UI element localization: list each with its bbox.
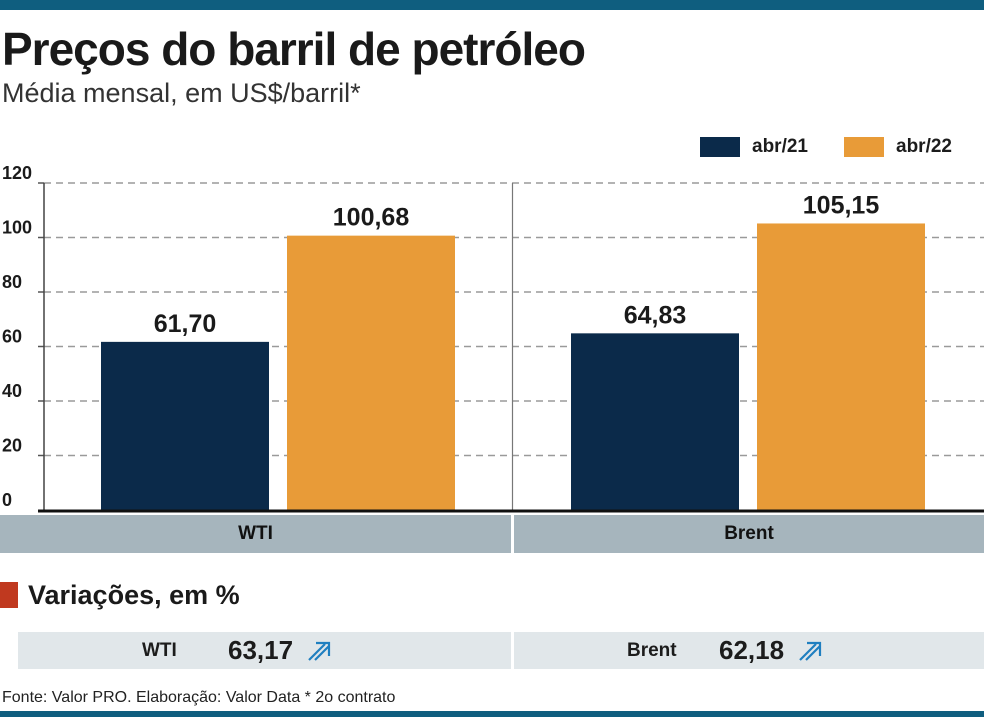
variation-value-wti: 63,17: [228, 635, 294, 665]
category-axis-bar: WTI Brent: [0, 515, 984, 553]
y-tick-label: 100: [2, 218, 32, 238]
legend-swatch: [844, 137, 884, 157]
y-tick-label: 80: [2, 272, 22, 292]
category-label-wti: WTI: [238, 523, 273, 544]
source-note: Fonte: Valor PRO. Elaboração: Valor Data…: [2, 689, 396, 706]
data-label: 105,15: [803, 191, 880, 219]
bar-brent-abr22: [757, 223, 925, 510]
y-tick-label: 0: [2, 490, 12, 510]
bar-brent-abr21: [571, 333, 739, 510]
legend-label: abr/22: [896, 136, 952, 157]
top-accent-bar: [0, 0, 984, 10]
y-tick-label: 120: [2, 165, 32, 183]
y-tick-label: 60: [2, 327, 22, 347]
variations-bar: [18, 632, 984, 669]
up-arrow-icon: [308, 641, 331, 661]
legend-item-abr22: abr/22: [844, 136, 952, 158]
variation-name-brent: Brent: [627, 640, 677, 661]
up-arrow-icon: [799, 641, 822, 661]
legend-label: abr/21: [752, 136, 808, 157]
category-label-brent: Brent: [724, 523, 774, 544]
bar-wti-abr21: [101, 341, 269, 510]
legend-item-abr21: abr/21: [700, 136, 808, 158]
bottom-accent-bar: [0, 711, 984, 717]
chart-subtitle: Média mensal, em US$/barril*: [2, 78, 361, 108]
data-label: 61,70: [154, 310, 217, 338]
section-marker: [0, 582, 18, 608]
category-divider: [511, 515, 514, 553]
bar-chart: 0 20 40 60 80 100 120 61,70 100,68 64,83 105,15: [2, 165, 984, 513]
y-tick-label: 40: [2, 381, 22, 401]
variations-divider: [511, 632, 514, 669]
variation-name-wti: WTI: [142, 640, 177, 661]
variations-heading: Variações, em %: [0, 580, 240, 610]
y-tick-label: 20: [2, 436, 22, 456]
chart-title: Preços do barril de petróleo: [2, 23, 586, 75]
variations-heading-text: Variações, em %: [28, 579, 240, 610]
bar-wti-abr22: [287, 235, 455, 510]
variation-value-brent: 62,18: [719, 635, 785, 665]
legend-swatch: [700, 137, 740, 157]
data-label: 64,83: [624, 301, 687, 329]
data-label: 100,68: [333, 204, 410, 232]
